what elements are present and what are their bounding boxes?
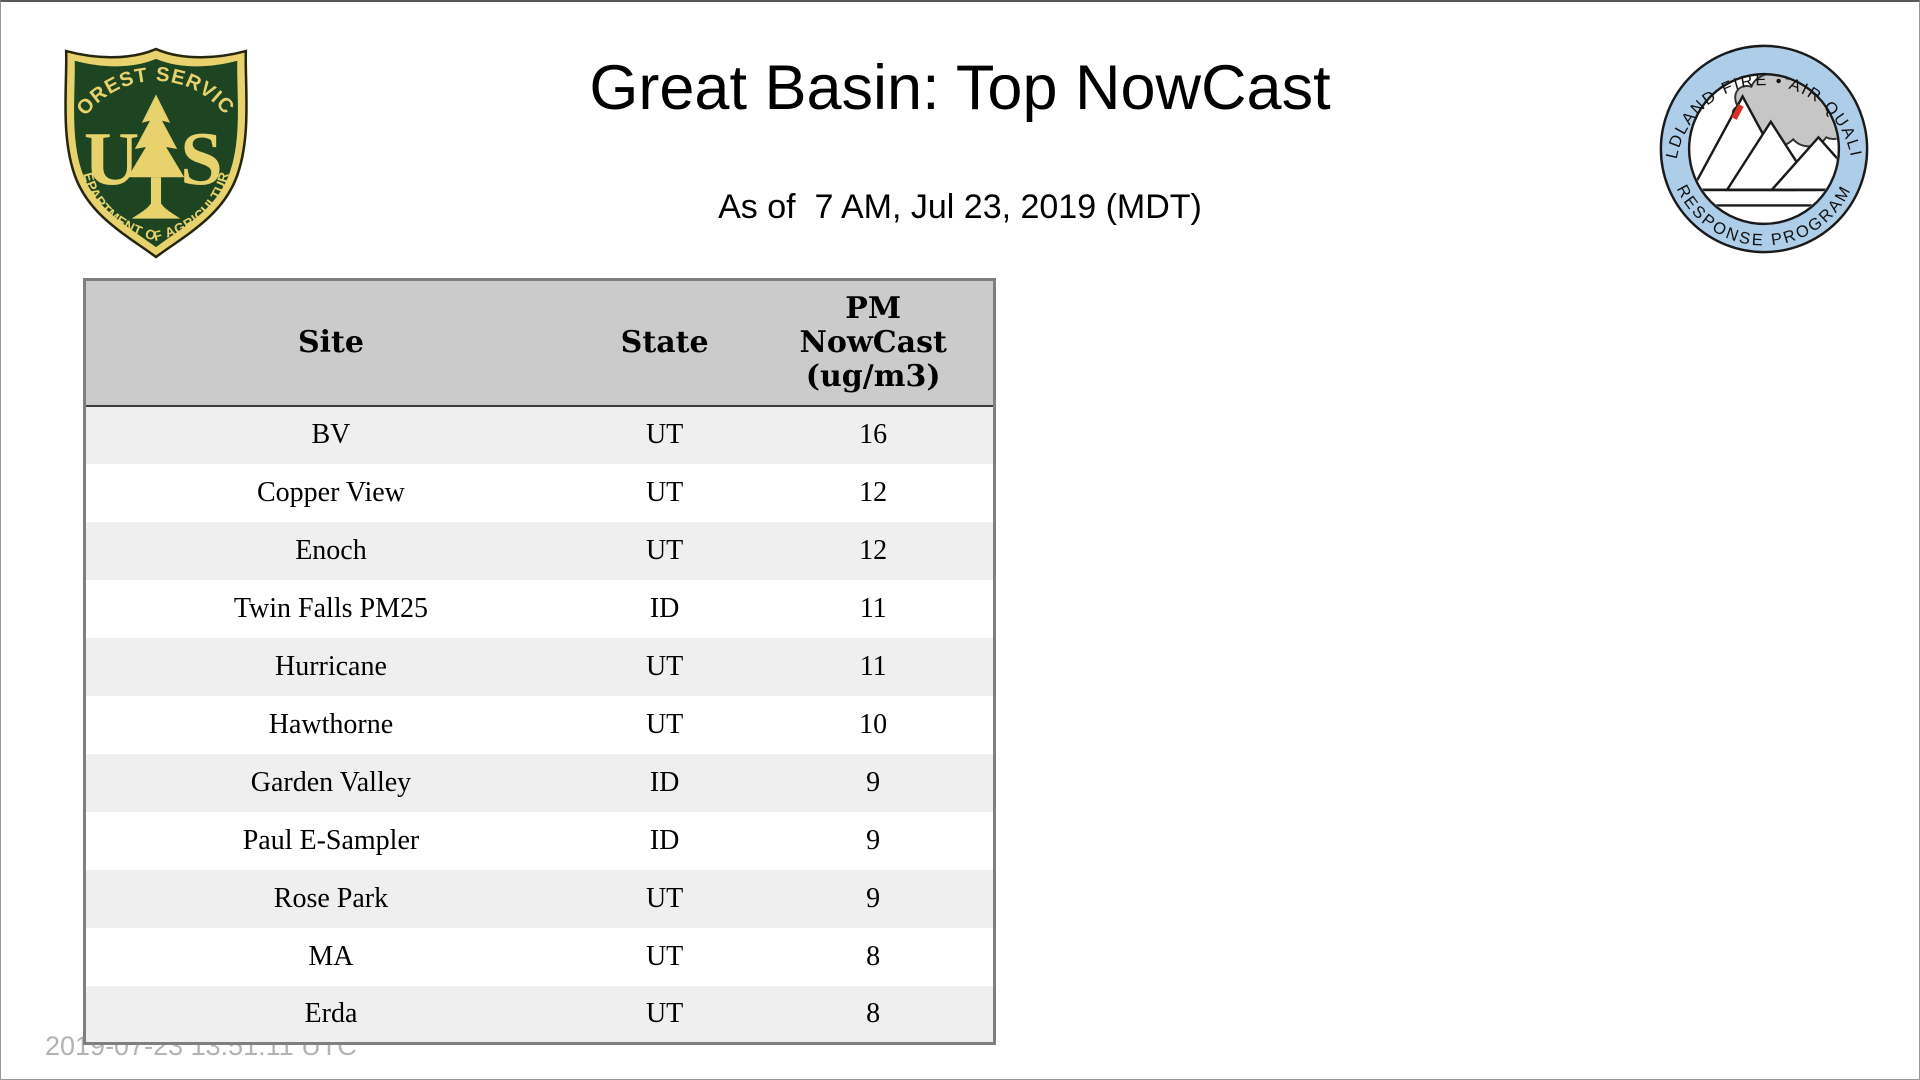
site-cell: Erda bbox=[84, 985, 576, 1044]
pm-value-cell: 12 bbox=[753, 463, 995, 522]
pm-value-cell: 8 bbox=[753, 985, 995, 1044]
site-cell: Paul E-Sampler bbox=[84, 811, 576, 870]
site-cell: Twin Falls PM25 bbox=[84, 579, 576, 638]
site-cell: Hawthorne bbox=[84, 695, 576, 754]
state-cell: ID bbox=[575, 811, 754, 870]
state-cell: UT bbox=[575, 985, 754, 1044]
state-cell: ID bbox=[575, 753, 754, 812]
site-cell: Garden Valley bbox=[84, 753, 576, 812]
column-header-state: State bbox=[575, 279, 754, 407]
column-header-pm-nowcast: PM NowCast (ug/m3) bbox=[753, 279, 995, 407]
pm-value-cell: 16 bbox=[753, 405, 995, 464]
page-title: Great Basin: Top NowCast bbox=[589, 53, 1331, 123]
pm-value-cell: 9 bbox=[753, 811, 995, 870]
column-header-site: Site bbox=[84, 279, 576, 407]
site-cell: Rose Park bbox=[84, 869, 576, 928]
pm-value-cell: 9 bbox=[753, 753, 995, 812]
table-row: Garden Valley ID 9 bbox=[84, 753, 995, 812]
state-cell: UT bbox=[575, 405, 754, 464]
state-cell: UT bbox=[575, 869, 754, 928]
state-cell: UT bbox=[575, 521, 754, 580]
state-cell: UT bbox=[575, 927, 754, 986]
seal-inner-ring bbox=[1687, 72, 1841, 226]
pm-value-cell: 11 bbox=[753, 579, 995, 638]
pm-header-line-1: PM bbox=[845, 291, 902, 327]
table-row: Paul E-Sampler ID 9 bbox=[84, 811, 995, 870]
site-cell: Hurricane bbox=[84, 637, 576, 696]
table-row: MA UT 8 bbox=[84, 927, 995, 986]
forest-service-logo-icon: FOREST SERVICE U S DEPARTMENT OF AGRICUL… bbox=[54, 46, 248, 259]
table-row: Enoch UT 12 bbox=[84, 521, 995, 580]
page-subtitle: As of 7 AM, Jul 23, 2019 (MDT) bbox=[718, 188, 1202, 226]
pm-header-line-3: (ug/m3) bbox=[805, 358, 941, 394]
table-row: Hurricane UT 11 bbox=[84, 637, 995, 696]
table-header-row: Site State PM NowCast (ug/m3) bbox=[84, 279, 995, 407]
fs-monogram-u: U bbox=[84, 116, 139, 201]
table-row: Hawthorne UT 10 bbox=[84, 695, 995, 754]
state-cell: UT bbox=[575, 695, 754, 754]
site-cell: BV bbox=[84, 405, 576, 464]
pm-value-cell: 8 bbox=[753, 927, 995, 986]
wildland-fire-air-quality-logo-icon: WILDLAND FIRE • AIR QUALITY RESPONSE PRO… bbox=[1657, 42, 1869, 254]
state-cell: UT bbox=[575, 637, 754, 696]
pm-value-cell: 11 bbox=[753, 637, 995, 696]
pm-value-cell: 12 bbox=[753, 521, 995, 580]
state-cell: UT bbox=[575, 463, 754, 522]
fs-monogram-s: S bbox=[180, 116, 223, 201]
fire-mark bbox=[1731, 103, 1744, 120]
table-body: BV UT 16 Copper View UT 12 Enoch UT 12 T… bbox=[84, 405, 995, 1044]
fs-pine-tree-icon bbox=[127, 94, 185, 219]
table-row: Copper View UT 12 bbox=[84, 463, 995, 522]
table-row: BV UT 16 bbox=[84, 405, 995, 464]
table-row: Twin Falls PM25 ID 11 bbox=[84, 579, 995, 638]
nowcast-table: Site State PM NowCast (ug/m3) BV UT 16 C… bbox=[83, 278, 996, 1045]
site-cell: Enoch bbox=[84, 521, 576, 580]
site-cell: MA bbox=[84, 927, 576, 986]
table-row: Erda UT 8 bbox=[84, 985, 995, 1044]
state-cell: ID bbox=[575, 579, 754, 638]
pm-value-cell: 9 bbox=[753, 869, 995, 928]
table-row: Rose Park UT 9 bbox=[84, 869, 995, 928]
pm-value-cell: 10 bbox=[753, 695, 995, 754]
pm-header-line-2: NowCast bbox=[799, 324, 947, 360]
site-cell: Copper View bbox=[84, 463, 576, 522]
